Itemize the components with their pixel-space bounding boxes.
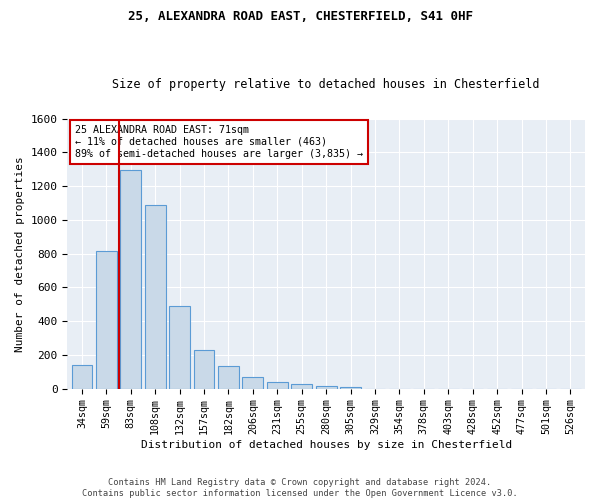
Bar <box>316 386 337 388</box>
Bar <box>194 350 214 389</box>
Y-axis label: Number of detached properties: Number of detached properties <box>15 156 25 352</box>
Bar <box>169 306 190 388</box>
Bar <box>71 365 92 388</box>
Bar <box>121 170 141 388</box>
Bar <box>340 386 361 388</box>
Title: Size of property relative to detached houses in Chesterfield: Size of property relative to detached ho… <box>112 78 540 91</box>
Bar <box>145 204 166 388</box>
Bar <box>218 366 239 388</box>
Bar <box>292 384 312 388</box>
Text: Contains HM Land Registry data © Crown copyright and database right 2024.
Contai: Contains HM Land Registry data © Crown c… <box>82 478 518 498</box>
Text: 25, ALEXANDRA ROAD EAST, CHESTERFIELD, S41 0HF: 25, ALEXANDRA ROAD EAST, CHESTERFIELD, S… <box>128 10 473 23</box>
Bar <box>267 382 287 388</box>
Bar <box>242 377 263 388</box>
Bar <box>96 251 117 388</box>
Text: 25 ALEXANDRA ROAD EAST: 71sqm
← 11% of detached houses are smaller (463)
89% of : 25 ALEXANDRA ROAD EAST: 71sqm ← 11% of d… <box>75 126 363 158</box>
X-axis label: Distribution of detached houses by size in Chesterfield: Distribution of detached houses by size … <box>140 440 512 450</box>
